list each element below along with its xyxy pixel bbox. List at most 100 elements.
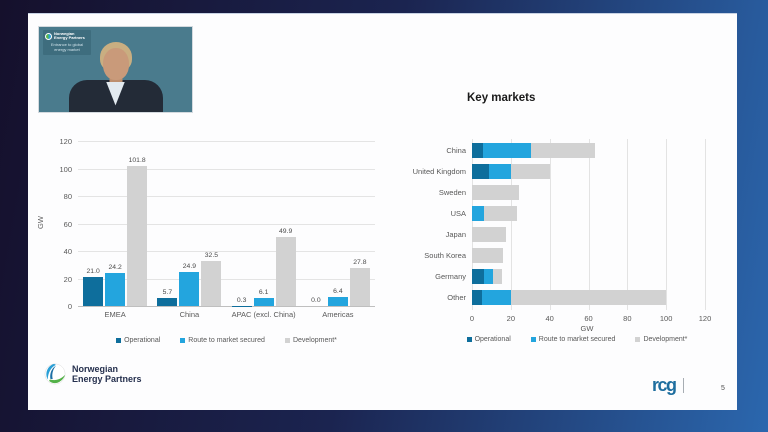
bar-segment	[483, 206, 517, 221]
x-axis-tick-label: 20	[506, 314, 515, 323]
category-label: Japan	[445, 230, 466, 239]
bar-segment: 24.9	[179, 263, 200, 306]
legend-item: Development*	[284, 337, 337, 344]
speaker-avatar	[39, 27, 192, 112]
bar-segment	[472, 227, 506, 242]
value-label: 6.4	[333, 288, 343, 296]
stacked-bar-row	[472, 164, 550, 179]
bar-segment	[481, 290, 511, 305]
value-label: 27.8	[353, 258, 367, 266]
regional-capacity-bar-chart: GW 21.0 24.2 101.8 5.7 24.9 32.5 0.3 6.1 49.9 0.0 6…	[28, 124, 408, 379]
bar-segment	[472, 164, 490, 179]
value-label: 5.7	[162, 289, 173, 297]
bar-group: 5.7 24.9 32.5	[157, 141, 222, 306]
stacked-bar-row	[472, 185, 519, 200]
chart-legend: Operational Route to market secured Develo…	[432, 336, 722, 343]
rcg-logo-text: rcg	[652, 375, 677, 395]
bar-segment	[510, 164, 550, 179]
plot-area	[472, 139, 706, 310]
category-cell: Americas	[305, 310, 371, 319]
y-axis-tick-label: 20	[63, 274, 72, 284]
gridline	[472, 139, 473, 310]
nep-logo-icon	[44, 363, 66, 385]
bar-segment: 32.5	[201, 252, 222, 306]
x-axis-label: GW	[580, 324, 594, 333]
stacked-bar-row	[472, 248, 504, 263]
gridline	[549, 139, 551, 310]
x-axis-tick-label: 100	[659, 314, 673, 323]
bar-segment	[483, 143, 532, 158]
category-label: USA	[450, 209, 466, 218]
bar-segment: 27.8	[349, 259, 370, 306]
y-axis-tick-label: 0	[67, 302, 72, 311]
bar-segment: 6.1	[253, 289, 274, 306]
speaker-webcam-video: Norwegian Energy Partners Entrance to gl…	[38, 26, 193, 113]
bar-segment	[472, 248, 504, 263]
value-label: 32.5	[204, 252, 218, 260]
gridline	[78, 278, 375, 280]
gridline	[705, 139, 706, 310]
bar-segment: 21.0	[83, 268, 104, 306]
y-axis-label: GW	[35, 215, 45, 229]
gridline	[78, 223, 375, 225]
gridline	[78, 251, 375, 252]
bar-segment: 6.4	[327, 288, 348, 306]
y-axis-tick-label: 60	[63, 219, 72, 229]
legend-swatch-icon	[530, 337, 536, 342]
category-label: South Korea	[424, 251, 466, 260]
bar-segment	[531, 143, 595, 158]
bar-segment	[489, 164, 511, 179]
bar-groups: 21.0 24.2 101.8 5.7 24.9 32.5 0.3 6.1 49.9 0.0 6.4…	[78, 141, 375, 306]
bar-segment	[493, 269, 503, 284]
value-label: 24.2	[108, 263, 122, 271]
y-axis-tick-label: 40	[63, 247, 72, 256]
stacked-bar-row	[472, 143, 595, 158]
legend-label: Development*	[643, 336, 688, 343]
bar-group: 21.0 24.2 101.8	[83, 141, 148, 306]
bar-segment: 49.9	[275, 228, 296, 306]
category-label: China	[446, 146, 466, 155]
y-axis-tick-label: 120	[59, 137, 72, 146]
legend-label: Route to market secured	[188, 337, 265, 344]
category-cell: APAC (excl. China)	[231, 310, 297, 319]
x-axis-tick-label: 80	[623, 314, 632, 323]
x-axis-tick-label: 60	[584, 314, 593, 323]
slide-page-number: 5	[721, 385, 725, 392]
bar-segment	[472, 143, 484, 158]
legend-swatch-icon	[635, 337, 641, 342]
gridline	[78, 168, 375, 170]
gridline	[627, 139, 629, 310]
category-label: China	[179, 310, 200, 319]
stacked-bar-row	[472, 290, 667, 305]
category-label: EMEA	[104, 310, 126, 319]
presentation-slide: Norwegian Energy Partners Entrance to gl…	[28, 13, 737, 410]
gridline	[510, 139, 512, 310]
bar-group: 0.3 6.1 49.9	[231, 141, 296, 306]
category-label: Germany	[435, 272, 466, 281]
bar-group: 0.0 6.4 27.8	[306, 141, 370, 306]
legend-swatch-icon	[284, 338, 290, 343]
y-axis-tick-label: 100	[59, 164, 72, 174]
category-cell: China	[156, 310, 222, 319]
bar-segment	[483, 269, 494, 284]
value-label: 101.8	[128, 157, 146, 165]
chart-title: Key markets	[467, 92, 536, 104]
chart-legend: Operational Route to market secured Develo…	[78, 337, 375, 344]
legend-item: Route to market secured	[530, 336, 615, 343]
category-label: Sweden	[438, 188, 466, 197]
legend-swatch-icon	[466, 337, 472, 342]
value-label: 0.3	[236, 296, 247, 304]
value-label: 49.9	[279, 228, 293, 236]
value-label: 6.1	[258, 288, 269, 296]
value-label: 21.0	[86, 268, 100, 276]
bar-segment	[472, 185, 519, 200]
stacked-bar-row	[472, 269, 503, 284]
x-axis-tick-label: 0	[469, 314, 475, 323]
y-axis-tick-label: 80	[63, 192, 72, 201]
nep-footer-logo: Norwegian Energy Partners	[44, 363, 142, 385]
legend-swatch-icon	[180, 338, 186, 343]
bar-segment	[472, 290, 482, 305]
nep-badge-tagline: Entrance to global energy market	[50, 42, 84, 52]
legend-item: Development*	[635, 336, 687, 343]
key-markets-stacked-bar-chart: Key markets 0 20 40 60 80 100 120 China United Ki…	[412, 84, 737, 379]
